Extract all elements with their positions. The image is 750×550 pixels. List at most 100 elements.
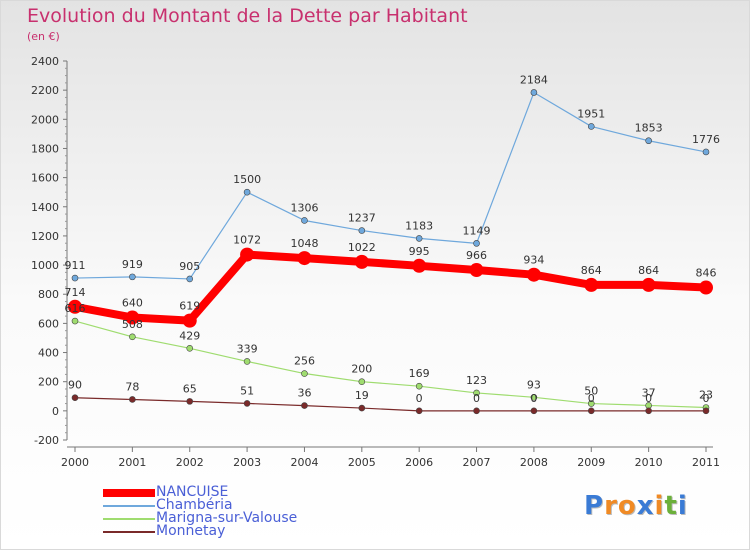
- legend-label: Monnetay: [156, 523, 226, 539]
- data-label: 78: [125, 380, 139, 393]
- data-label: 1022: [348, 241, 376, 254]
- data-point: [415, 235, 423, 242]
- y-tick-label: 2000: [31, 113, 59, 126]
- x-tick-label: 2006: [405, 456, 433, 469]
- y-tick-label: 1800: [31, 142, 59, 155]
- data-point: [186, 398, 194, 405]
- y-tick-label: 200: [38, 376, 59, 389]
- x-tick-label: 2009: [577, 456, 605, 469]
- series-line-1: [74, 91, 707, 280]
- data-label: 0: [530, 392, 537, 405]
- data-point: [702, 148, 710, 156]
- x-tick-label: 2010: [635, 456, 663, 469]
- legend-label: NANCUISE: [156, 484, 229, 500]
- data-point: [530, 89, 538, 96]
- logo-letter: i: [677, 491, 688, 521]
- data-point: [469, 263, 484, 278]
- y-tick-label: 400: [38, 347, 59, 360]
- x-tick-label: 2007: [463, 456, 491, 469]
- data-point: [530, 393, 538, 401]
- data-label: 911: [65, 259, 86, 272]
- data-point: [473, 389, 480, 397]
- data-label: 1500: [233, 173, 261, 186]
- series-line-3: [74, 397, 707, 412]
- data-point: [358, 227, 366, 234]
- data-point: [301, 370, 308, 377]
- data-label: 0: [703, 392, 710, 405]
- legend-item: Chambéria: [103, 497, 363, 514]
- legend-item: Monnetay: [103, 523, 363, 540]
- data-point: [240, 247, 255, 262]
- y-tick-label: 1600: [31, 172, 59, 185]
- data-label: 50: [584, 385, 598, 398]
- data-point: [71, 317, 79, 325]
- data-point: [129, 396, 136, 403]
- legend-label: Chambéria: [156, 497, 233, 513]
- data-point: [243, 358, 251, 365]
- data-label: 93: [527, 378, 541, 391]
- data-point: [301, 217, 308, 224]
- legend-swatch: [103, 518, 155, 520]
- data-label: 1048: [290, 237, 318, 250]
- logo-letter: P: [584, 491, 605, 521]
- data-label: 619: [179, 300, 200, 313]
- x-tick-label: 2005: [348, 456, 376, 469]
- data-label: 1149: [463, 224, 491, 237]
- data-label: 508: [122, 318, 143, 331]
- data-label: 36: [297, 387, 311, 400]
- data-point: [182, 313, 197, 328]
- data-point: [243, 400, 251, 407]
- y-tick-label: 2400: [31, 55, 59, 68]
- data-label: 37: [642, 386, 656, 399]
- data-point: [530, 407, 538, 415]
- x-tick-label: 2004: [290, 456, 318, 469]
- data-label: 339: [237, 342, 258, 355]
- data-point: [584, 277, 599, 292]
- data-point: [358, 404, 366, 412]
- y-tick-label: 1000: [31, 259, 59, 272]
- data-label: 429: [179, 329, 200, 342]
- data-point: [71, 274, 79, 282]
- data-label: 846: [696, 267, 717, 280]
- y-tick-label: 1200: [31, 230, 59, 243]
- data-label: 616: [65, 302, 86, 315]
- data-label: 123: [466, 374, 487, 387]
- data-point: [129, 333, 136, 341]
- logo-letter: o: [617, 491, 637, 521]
- legend-swatch: [103, 489, 155, 497]
- chart-subtitle: (en €): [27, 30, 60, 43]
- data-point: [641, 277, 656, 292]
- x-tick-label: 2008: [520, 456, 548, 469]
- data-label: 864: [581, 264, 602, 277]
- data-label: 1237: [348, 212, 376, 225]
- series-line-0: [71, 250, 710, 325]
- legend-item: NANCUISE: [103, 484, 363, 501]
- data-label: 0: [588, 392, 595, 405]
- data-label: 0: [416, 392, 423, 405]
- logo-letter: t: [664, 491, 678, 521]
- chart-title: Evolution du Montant de la Dette par Hab…: [27, 5, 468, 27]
- y-tick-label: 800: [38, 288, 59, 301]
- legend-item: Marigna-sur-Valouse: [103, 510, 363, 527]
- data-label: 934: [523, 254, 544, 267]
- data-point: [186, 275, 194, 283]
- series-line-2: [74, 320, 707, 409]
- data-label: 1951: [577, 107, 605, 120]
- data-point: [702, 407, 710, 415]
- x-tick-label: 2000: [61, 456, 89, 469]
- x-tick-label: 2001: [118, 456, 146, 469]
- data-label: 1776: [692, 133, 720, 146]
- legend-swatch: [103, 505, 155, 507]
- data-label: 90: [68, 379, 82, 392]
- logo-letter: r: [604, 491, 618, 521]
- data-label: 0: [473, 392, 480, 405]
- data-point: [68, 299, 82, 314]
- data-label: 864: [638, 264, 659, 277]
- data-point: [415, 382, 423, 390]
- data-point: [587, 123, 595, 130]
- legend-swatch: [103, 531, 155, 533]
- data-point: [473, 240, 480, 247]
- data-point: [587, 400, 595, 407]
- data-label: 640: [122, 297, 143, 310]
